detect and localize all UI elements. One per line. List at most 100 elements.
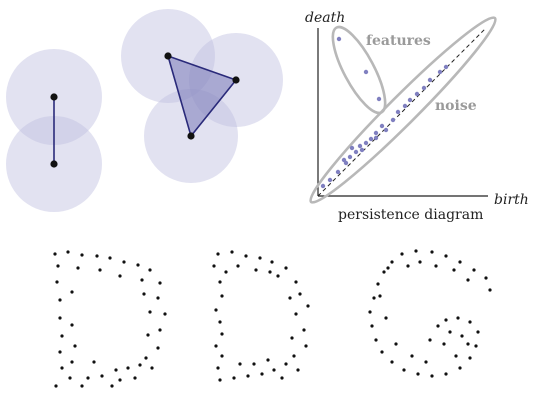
pd-point [390,117,396,123]
cloud-point [402,368,406,372]
cloud-point [472,268,476,272]
cloud-point [110,384,114,388]
cloud-point [216,366,220,370]
cloud-point [400,252,404,256]
cloud-point [284,362,288,366]
pd-point [336,36,342,42]
cloud-point [238,362,242,366]
cloud-point [156,296,160,300]
cloud-point [224,270,228,274]
cloud-point [306,304,310,308]
cloud-point [218,378,222,382]
cloud-point [212,264,216,268]
cloud-point [458,366,462,370]
cloud-point [294,280,298,284]
pd-point [359,147,365,153]
cloud-point [418,260,422,264]
pd-point [363,69,369,75]
cloud-point [214,344,218,348]
cloud-point [266,358,270,362]
noise-label: noise [435,98,477,114]
cloud-point [230,250,234,254]
cloud-point [444,372,448,376]
cloud-point [378,294,382,298]
cloud-point [444,318,448,322]
birth-label: birth [494,192,529,208]
pd-point [357,143,363,149]
cloud-point [216,252,220,256]
cloud-point [466,342,470,346]
cloud-point [98,268,102,272]
diagonal-line [317,27,487,197]
cloud-point [144,356,148,360]
cloud-point [220,354,224,358]
cloud-point [163,312,167,316]
cloud-point [108,256,112,260]
pd-point [427,77,433,83]
pd-point [414,91,420,97]
pd-point [402,103,408,109]
cloud-point [468,356,472,360]
cloud-point [100,374,104,378]
cloud-point [268,270,272,274]
pd-point [376,96,382,102]
cloud-point [133,376,137,380]
cloud-point [76,266,80,270]
pd-point [363,140,369,146]
cloud-point [218,280,222,284]
cloud-point [126,366,130,370]
pd-point [349,145,355,151]
cloud-point [380,350,384,354]
cloud-point [436,324,440,328]
triangle-complex [121,9,283,183]
cloud-point [142,292,146,296]
pd-point [421,85,427,91]
pd-point [373,130,379,136]
cloud-point [454,354,458,358]
cloud-point [416,372,420,376]
cloud-point [430,374,434,378]
cloud-point [386,266,390,270]
cloud-point [458,260,462,264]
cloud-point [254,268,258,272]
cloud-point [272,368,276,372]
cloud-point [54,384,58,388]
cloud-point [244,254,248,258]
simplex-triangle [166,54,238,138]
cloud-point [70,323,74,327]
cloud-point [158,281,162,285]
cloud-point [218,320,222,324]
cloud-point [442,342,446,346]
edge-complex [6,49,102,212]
cloud-point [430,250,434,254]
cloud-point [410,354,414,358]
cloud-point [73,344,77,348]
cloud-point [376,282,380,286]
pd-point [341,157,347,163]
cloud-point [236,264,240,268]
pd-point [335,169,341,175]
cloud-point [114,368,118,372]
point-cloud-letter-1 [53,250,167,388]
cloud-point [448,330,452,334]
cloud-point [156,346,160,350]
cloud-point [390,260,394,264]
cloud-point [414,249,418,253]
noise-outline [309,16,497,204]
vertex-dot [50,160,58,168]
cloud-point [70,360,74,364]
cloud-point [296,368,300,372]
cloud-point [86,376,90,380]
cloud-point [304,344,308,348]
pd-point [320,183,326,189]
cloud-point [220,332,224,336]
cloud-point [370,324,374,328]
cloud-point [138,363,142,367]
cloud-point [466,278,470,282]
cloud-point [428,338,432,342]
cloud-point [214,308,218,312]
pd-point [383,127,389,133]
cloud-point [424,360,428,364]
pd-point [379,123,385,129]
